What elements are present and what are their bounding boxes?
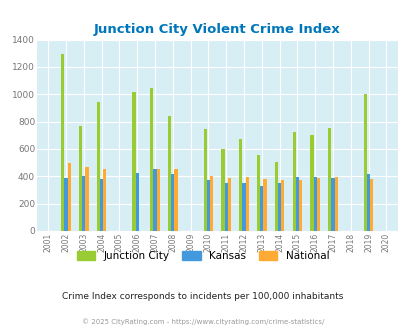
Bar	[150, 88, 153, 231]
Bar	[334, 177, 337, 231]
Title: Junction City Violent Crime Index: Junction City Violent Crime Index	[94, 23, 340, 36]
Bar	[85, 167, 88, 231]
Bar	[221, 149, 224, 231]
Bar	[316, 178, 319, 231]
Bar	[100, 179, 103, 231]
Bar	[280, 180, 284, 231]
Legend: Junction City, Kansas, National: Junction City, Kansas, National	[77, 251, 328, 261]
Bar	[245, 177, 248, 231]
Bar	[256, 155, 260, 231]
Bar	[330, 178, 334, 231]
Bar	[174, 169, 177, 231]
Bar	[274, 162, 277, 231]
Bar	[277, 183, 280, 231]
Bar	[67, 163, 70, 231]
Text: Crime Index corresponds to incidents per 100,000 inhabitants: Crime Index corresponds to incidents per…	[62, 292, 343, 301]
Bar	[260, 186, 263, 231]
Bar	[168, 116, 171, 231]
Bar	[156, 169, 159, 231]
Bar	[292, 132, 295, 231]
Bar	[79, 126, 82, 231]
Bar	[171, 174, 174, 231]
Bar	[209, 176, 213, 231]
Bar	[64, 178, 67, 231]
Bar	[227, 178, 230, 231]
Bar	[96, 102, 100, 231]
Bar	[132, 92, 135, 231]
Bar	[224, 183, 227, 231]
Bar	[103, 169, 106, 231]
Bar	[298, 180, 301, 231]
Bar	[206, 180, 209, 231]
Bar	[369, 179, 372, 231]
Bar	[295, 177, 298, 231]
Bar	[61, 54, 64, 231]
Bar	[263, 179, 266, 231]
Bar	[309, 135, 313, 231]
Bar	[203, 129, 206, 231]
Bar	[239, 139, 242, 231]
Bar	[363, 94, 366, 231]
Bar	[366, 174, 369, 231]
Bar	[153, 169, 156, 231]
Bar	[135, 173, 139, 231]
Bar	[82, 176, 85, 231]
Bar	[242, 183, 245, 231]
Bar	[327, 128, 330, 231]
Bar	[313, 177, 316, 231]
Text: © 2025 CityRating.com - https://www.cityrating.com/crime-statistics/: © 2025 CityRating.com - https://www.city…	[82, 318, 323, 325]
